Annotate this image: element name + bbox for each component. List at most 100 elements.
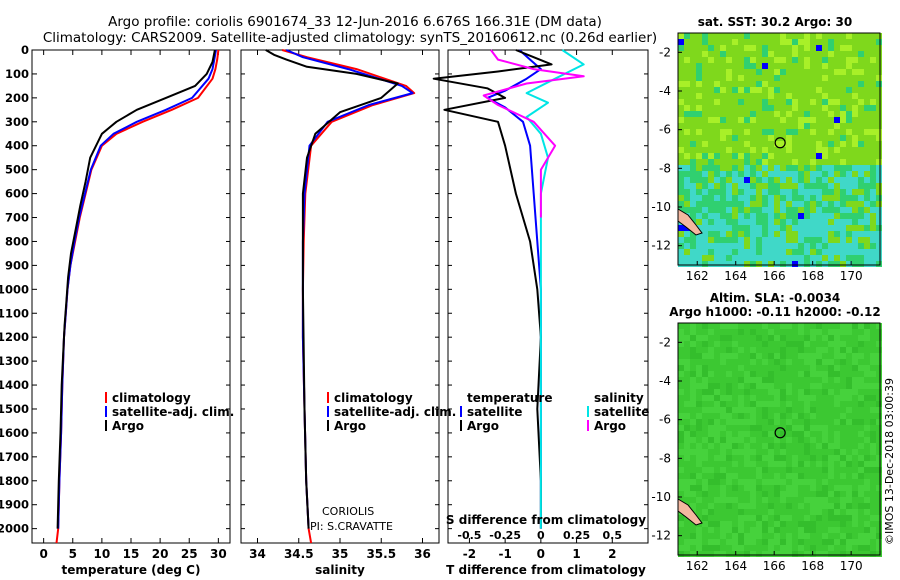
- map-cell: [708, 261, 714, 267]
- map-cell: [834, 147, 840, 153]
- map-cell: [798, 521, 804, 527]
- map-cell: [780, 87, 786, 93]
- map-cell: [762, 341, 768, 347]
- map-cell: [726, 389, 732, 395]
- map-cell: [858, 347, 864, 353]
- map-cell: [762, 231, 768, 237]
- map-cell: [786, 491, 792, 497]
- map-cell: [744, 81, 750, 87]
- map-cell: [714, 371, 720, 377]
- map-cell: [786, 341, 792, 347]
- map-cell: [852, 449, 858, 455]
- map-cell: [726, 105, 732, 111]
- map-cell: [816, 213, 822, 219]
- map-cell: [852, 117, 858, 123]
- map-cell: [744, 359, 750, 365]
- map-cell: [756, 159, 762, 165]
- map-cell: [732, 135, 738, 141]
- map-cell: [834, 135, 840, 141]
- map-cell: [708, 323, 714, 329]
- map-cell: [744, 527, 750, 533]
- map-cell: [792, 69, 798, 75]
- map-cell: [732, 539, 738, 545]
- map-cell: [858, 449, 864, 455]
- map-cell: [864, 189, 870, 195]
- map-cell: [768, 533, 774, 539]
- map-cell: [876, 449, 882, 455]
- map-cell: [804, 539, 810, 545]
- map-cell: [774, 527, 780, 533]
- map-cell: [744, 341, 750, 347]
- map-cell: [690, 99, 696, 105]
- map-cell: [774, 461, 780, 467]
- map-cell: [822, 353, 828, 359]
- map-cell: [690, 383, 696, 389]
- map-cell: [804, 189, 810, 195]
- map-cell: [846, 201, 852, 207]
- map-cell: [834, 401, 840, 407]
- map-cell: [870, 515, 876, 521]
- map-cell: [858, 437, 864, 443]
- map-cell: [810, 377, 816, 383]
- map-cell: [708, 545, 714, 551]
- map-cell: [774, 413, 780, 419]
- sst-map: 162 164 166 168 170-2-4-6-8-10-12: [651, 32, 882, 283]
- map-cell: [708, 51, 714, 57]
- map-cell: [768, 135, 774, 141]
- map-cell: [702, 437, 708, 443]
- map-cell: [702, 461, 708, 467]
- map-cell: [810, 431, 816, 437]
- map-cell: [828, 105, 834, 111]
- map-cell: [858, 401, 864, 407]
- map-cell: [732, 99, 738, 105]
- map-cell: [870, 413, 876, 419]
- map-cell: [864, 51, 870, 57]
- map-cell: [870, 473, 876, 479]
- map-cell: [828, 147, 834, 153]
- map-cell: [750, 461, 756, 467]
- map-cell: [714, 491, 720, 497]
- map-cell: [786, 461, 792, 467]
- map-cell: [846, 539, 852, 545]
- map-cell: [852, 473, 858, 479]
- map-cell: [870, 437, 876, 443]
- map-cell: [834, 455, 840, 461]
- map-cell: [702, 51, 708, 57]
- map-cell: [690, 503, 696, 509]
- map-cell: [702, 81, 708, 87]
- map-cell: [828, 509, 834, 515]
- map-cell: [690, 449, 696, 455]
- map-cell: [744, 497, 750, 503]
- x-tick-label: 1: [572, 547, 580, 561]
- map-cell: [816, 329, 822, 335]
- map-cell: [840, 207, 846, 213]
- map-cell: [792, 437, 798, 443]
- map-cell: [684, 207, 690, 213]
- map-cell: [810, 407, 816, 413]
- map-cell: [768, 213, 774, 219]
- map-cell: [858, 111, 864, 117]
- map-cell: [708, 425, 714, 431]
- map-cell: [852, 545, 858, 551]
- map-cell: [738, 425, 744, 431]
- map-cell: [858, 45, 864, 51]
- sst-map-title: sat. SST: 30.2 Argo: 30: [698, 15, 852, 29]
- map-cell: [708, 255, 714, 261]
- map-cell: [720, 189, 726, 195]
- map-cell: [792, 57, 798, 63]
- map-cell: [858, 51, 864, 57]
- map-cell: [822, 485, 828, 491]
- map-cell: [756, 105, 762, 111]
- map-cell: [870, 539, 876, 545]
- map-cell: [708, 219, 714, 225]
- map-cell: [804, 545, 810, 551]
- map-cell: [816, 105, 822, 111]
- map-cell: [732, 141, 738, 147]
- map-cell: [804, 533, 810, 539]
- map-cell: [816, 473, 822, 479]
- map-cell: [708, 141, 714, 147]
- map-cell: [798, 335, 804, 341]
- map-cell: [732, 123, 738, 129]
- map-cell: [858, 407, 864, 413]
- map-cell: [834, 75, 840, 81]
